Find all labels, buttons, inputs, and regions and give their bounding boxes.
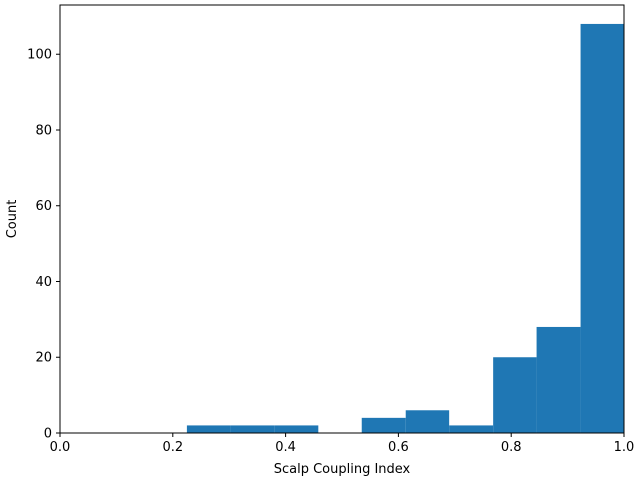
y-tick-label: 100 <box>27 48 52 63</box>
x-axis-label: Scalp Coupling Index <box>274 462 411 477</box>
x-tick-label: 0.4 <box>275 440 296 455</box>
x-tick-label: 0.2 <box>162 440 183 455</box>
y-axis-label: Count <box>5 200 20 239</box>
y-tick-label: 40 <box>35 275 52 290</box>
y-tick-label: 80 <box>35 123 52 138</box>
x-tick-label: 0.0 <box>50 440 71 455</box>
x-tick-label: 1.0 <box>614 440 635 455</box>
x-axis-ticks: 0.0 0.2 0.4 0.6 0.8 1.0 <box>50 433 635 455</box>
histogram-bar-1 <box>230 425 275 433</box>
histogram-bar-6 <box>449 425 494 433</box>
histogram-bar-5 <box>405 410 450 433</box>
histogram-bar-9 <box>580 23 624 433</box>
y-tick-label: 20 <box>35 351 52 366</box>
x-tick-label: 0.8 <box>501 440 522 455</box>
y-axis-ticks: 0 20 40 60 80 100 <box>27 48 60 442</box>
histogram-bar-4 <box>361 417 406 433</box>
histogram-bar-0 <box>186 425 231 433</box>
histogram-bar-7 <box>493 357 537 433</box>
bars-group <box>186 23 624 433</box>
plot-frame <box>59 4 625 434</box>
y-tick-label: 60 <box>35 199 52 214</box>
y-tick-label: 0 <box>44 427 52 442</box>
x-tick-label: 0.6 <box>388 440 409 455</box>
histogram-bar-2 <box>274 425 319 433</box>
histogram-bar-8 <box>536 326 581 433</box>
